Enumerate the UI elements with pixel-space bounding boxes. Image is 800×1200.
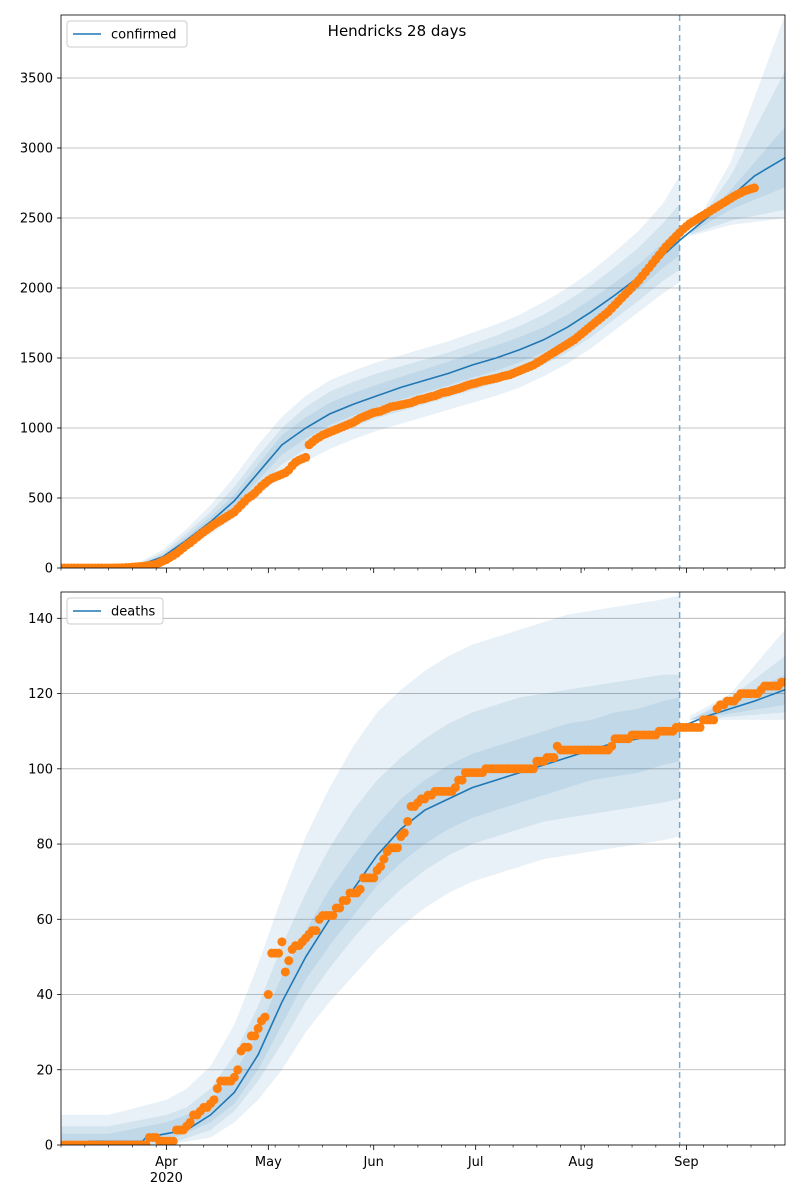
- panel-2-observed-point: [403, 816, 413, 826]
- panel-2-observed-point: [263, 990, 273, 1000]
- panel-2-observed-point: [253, 1023, 263, 1033]
- panel-1-ytick-label: 3500: [20, 72, 53, 87]
- panel-2-uncertainty-band: [61, 674, 680, 1145]
- panel-2-observed-point: [280, 967, 290, 977]
- panel-2-observed-point: [260, 1012, 270, 1022]
- panel-2-observed-point: [709, 715, 719, 725]
- panel-2-observed-point: [311, 926, 321, 936]
- chart-title: Hendricks 28 days: [328, 22, 467, 40]
- panel-2-observed-point: [168, 1136, 178, 1145]
- panel-2-ytick-label: 140: [28, 612, 53, 627]
- panel-2-observed-point: [229, 1072, 239, 1082]
- panel-1-uncertainty-band: [61, 176, 680, 568]
- panel-2-uncertainty-band: [689, 655, 785, 720]
- panel-2-ytick-label: 100: [28, 762, 53, 777]
- panel-1-confirmed: 0 500 1000 1500 2000 2500 3000 3500 confirmed: [20, 14, 786, 577]
- panel-2-observed-point: [328, 911, 338, 921]
- panel-1-ytick-label: 3000: [20, 142, 53, 157]
- xtick-label: May: [255, 1155, 282, 1170]
- panel-2-uncertainty-band: [689, 629, 785, 720]
- panel-2-observed-point: [335, 903, 345, 913]
- panel-1-frame: [60, 14, 786, 569]
- panel-1-observed-point: [301, 452, 311, 462]
- panel-2-observed-point: [277, 937, 287, 947]
- panel-2-observed-point: [695, 722, 705, 732]
- panel-1-ytick-label: 0: [45, 562, 53, 577]
- panel-2-observed-point: [369, 873, 379, 883]
- panel-1-observed-point: [749, 183, 759, 193]
- panel-2-observed-point: [342, 895, 352, 905]
- panel-1-ytick-label: 500: [28, 492, 53, 507]
- panel-2-frame: [60, 591, 786, 1146]
- panel-2-ytick-label: 0: [45, 1139, 53, 1154]
- xtick-label: Jul: [467, 1155, 484, 1170]
- panel-2-ytick-label: 40: [36, 988, 53, 1003]
- panel-2-legend-label: deaths: [111, 605, 156, 620]
- panel-2-observed-point: [379, 854, 389, 864]
- panel-2-legend-box: [66, 597, 164, 625]
- panel-2-uncertainty-band: [61, 595, 680, 1145]
- panel-2-ytick-label: 120: [28, 687, 53, 702]
- panel-2-observed-point: [376, 862, 386, 872]
- panel-2-observed-point: [450, 783, 460, 793]
- xtick-label: Apr: [155, 1155, 178, 1170]
- xaxis-year-label: 2020: [150, 1171, 183, 1186]
- panel-2-observed-point: [284, 956, 294, 966]
- panel-1-ytick-label: 2500: [20, 212, 53, 227]
- panel-1-legend-label: confirmed: [111, 28, 177, 43]
- panel-2-observed-point: [209, 1095, 219, 1105]
- xtick-label: Jun: [363, 1155, 384, 1170]
- panel-2-observed-point: [549, 753, 559, 763]
- panel-2-observed-point: [528, 764, 538, 774]
- panel-2-observed-point: [233, 1065, 243, 1075]
- panel-2-observed-point: [274, 948, 284, 958]
- panel-1-uncertainty-band: [689, 15, 785, 237]
- xtick-label: Sep: [674, 1155, 699, 1170]
- panel-2-observed-point: [355, 884, 365, 894]
- panel-1-ytick-label: 2000: [20, 282, 53, 297]
- panel-2-observed-point: [780, 677, 785, 687]
- panel-2-observed-point: [243, 1042, 253, 1052]
- xtick-label: Aug: [568, 1155, 593, 1170]
- panel-2-observed-point: [393, 843, 403, 853]
- panel-2-ytick-label: 20: [36, 1063, 53, 1078]
- panel-2-observed-point: [457, 775, 467, 785]
- panel-2-ytick-label: 60: [36, 913, 53, 928]
- panel-2-deaths: 0 20 40 60 80 100 120 140 Apr May Jun Jul Aug Sep 2020…: [28, 591, 786, 1186]
- panel-2-observed-point: [185, 1117, 195, 1127]
- panel-2-ytick-label: 80: [36, 838, 53, 853]
- panel-1-uncertainty-band: [61, 226, 680, 568]
- panel-2-observed-point: [399, 828, 409, 838]
- panel-1-ytick-label: 1000: [20, 422, 53, 437]
- panel-1-uncertainty-band: [61, 204, 680, 568]
- panel-2-observed-point: [250, 1031, 260, 1041]
- panel-1-legend-box: [66, 20, 188, 48]
- panel-2-observed-point: [607, 741, 617, 751]
- panel-1-ytick-label: 1500: [20, 352, 53, 367]
- panel-1-uncertainty-band: [689, 71, 785, 235]
- panel-2-observed-point: [212, 1084, 222, 1094]
